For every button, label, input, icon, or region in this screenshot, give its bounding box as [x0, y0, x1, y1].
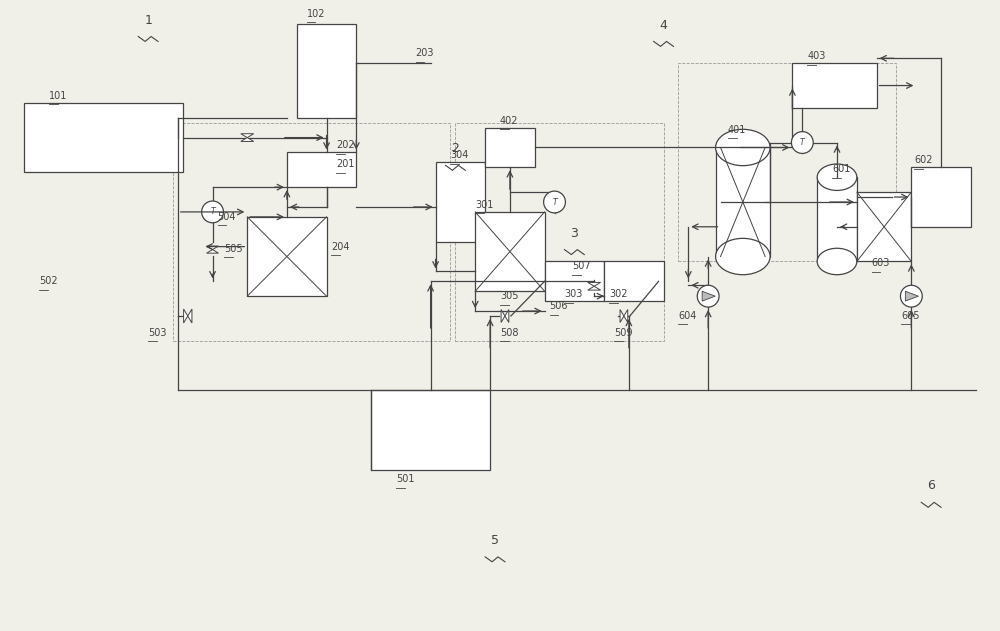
Text: 204: 204	[331, 242, 350, 252]
Polygon shape	[702, 292, 715, 301]
Polygon shape	[588, 286, 601, 290]
Text: 507: 507	[572, 261, 591, 271]
Bar	[24, 103, 183, 172]
Text: 604: 604	[678, 311, 697, 321]
Text: 5: 5	[491, 534, 499, 547]
Text: 6: 6	[927, 480, 935, 492]
Text: 3: 3	[570, 227, 578, 240]
Text: 603: 603	[872, 259, 890, 268]
Polygon shape	[241, 138, 254, 141]
Circle shape	[791, 132, 813, 153]
Bar	[436, 162, 485, 242]
Bar	[173, 122, 450, 341]
Text: 605: 605	[901, 311, 920, 321]
Bar	[792, 63, 877, 108]
Polygon shape	[620, 310, 624, 322]
Bar	[485, 127, 535, 167]
Polygon shape	[241, 134, 254, 138]
Bar	[287, 153, 356, 187]
Text: 2: 2	[451, 143, 459, 155]
Polygon shape	[505, 310, 509, 322]
Text: 402: 402	[500, 115, 519, 126]
Text: 1: 1	[144, 14, 152, 27]
Text: 304: 304	[450, 150, 469, 160]
Polygon shape	[588, 283, 601, 286]
Bar	[817, 177, 857, 261]
Bar	[716, 148, 770, 257]
Text: 509: 509	[614, 327, 632, 338]
Text: 504: 504	[218, 212, 236, 222]
Bar	[247, 217, 327, 296]
Text: 301: 301	[475, 200, 494, 210]
Bar	[604, 261, 664, 301]
Text: 202: 202	[336, 141, 355, 150]
Polygon shape	[624, 310, 628, 322]
Text: 302: 302	[609, 289, 628, 299]
Circle shape	[697, 285, 719, 307]
Circle shape	[544, 191, 565, 213]
Bar	[297, 23, 356, 118]
Text: T: T	[210, 208, 215, 216]
Ellipse shape	[817, 164, 857, 191]
Text: 601: 601	[832, 164, 850, 174]
Text: 508: 508	[500, 327, 519, 338]
Text: 502: 502	[39, 276, 58, 286]
Text: 505: 505	[224, 244, 243, 254]
Circle shape	[202, 201, 223, 223]
Polygon shape	[207, 250, 219, 253]
Polygon shape	[207, 246, 219, 250]
Bar	[911, 167, 971, 227]
Text: T: T	[800, 138, 805, 147]
Bar	[371, 391, 490, 469]
Ellipse shape	[716, 129, 770, 166]
Bar	[475, 212, 545, 292]
Bar	[678, 63, 896, 261]
Text: T: T	[552, 198, 557, 206]
Ellipse shape	[817, 248, 857, 274]
Text: 501: 501	[396, 475, 414, 485]
Text: 401: 401	[728, 124, 746, 134]
Text: 305: 305	[500, 291, 519, 301]
Circle shape	[900, 285, 922, 307]
Bar	[455, 122, 664, 341]
Text: 506: 506	[550, 301, 568, 311]
Bar	[545, 261, 604, 301]
Text: 503: 503	[148, 327, 167, 338]
Ellipse shape	[716, 239, 770, 274]
Polygon shape	[184, 309, 188, 323]
Bar	[857, 192, 911, 261]
Text: 101: 101	[49, 91, 67, 101]
Text: 102: 102	[307, 9, 325, 19]
Text: 203: 203	[416, 49, 434, 58]
Polygon shape	[905, 292, 918, 301]
Text: 4: 4	[660, 18, 667, 32]
Text: 303: 303	[564, 289, 583, 299]
Polygon shape	[501, 310, 505, 322]
Text: 201: 201	[336, 159, 355, 169]
Text: 403: 403	[807, 51, 826, 61]
Text: 602: 602	[914, 155, 933, 165]
Polygon shape	[188, 309, 192, 323]
